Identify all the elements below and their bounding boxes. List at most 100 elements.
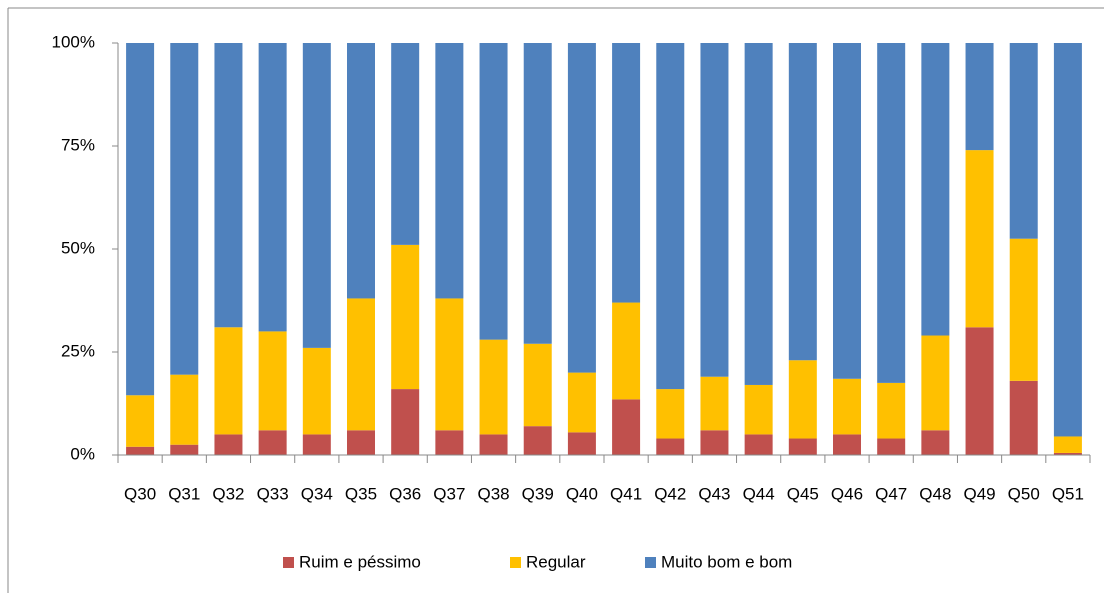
bar-segment	[347, 43, 375, 299]
bar-segment	[523, 343, 552, 427]
bar-segment	[965, 150, 994, 328]
x-tick-label: Q44	[743, 484, 775, 503]
bar-segment	[612, 302, 641, 400]
x-tick-label: Q34	[301, 484, 333, 503]
bar-segment	[744, 434, 773, 455]
bar-segment	[612, 43, 641, 303]
bar-segment	[744, 384, 773, 435]
bar-segment	[567, 432, 596, 455]
bar-segment	[391, 43, 420, 245]
x-tick-label: Q48	[919, 484, 951, 503]
bar-segment	[833, 378, 861, 435]
bar-segment	[877, 438, 906, 455]
bar-segment	[921, 430, 950, 455]
bar-segment	[965, 43, 994, 151]
x-tick-label: Q45	[787, 484, 819, 503]
bar-segment	[567, 372, 596, 433]
bar-segment	[479, 339, 508, 435]
bar-segment	[788, 360, 817, 439]
bar-segment	[347, 430, 375, 455]
x-tick-label: Q49	[963, 484, 995, 503]
x-tick-label: Q47	[875, 484, 907, 503]
bar-segment	[302, 347, 331, 435]
bar-segment	[700, 43, 729, 377]
x-tick-label: Q31	[168, 484, 200, 503]
legend-swatch	[283, 557, 294, 568]
bar-segment	[1053, 43, 1082, 437]
bar-segment	[700, 430, 729, 455]
bar-segment	[479, 434, 508, 455]
bar-segment	[126, 43, 155, 396]
bar-segment	[479, 43, 508, 340]
bar-segment	[788, 438, 817, 455]
bar-segment	[1009, 238, 1038, 381]
bar-segment	[523, 426, 552, 455]
x-tick-label: Q35	[345, 484, 377, 503]
bar-segment	[170, 374, 199, 445]
x-tick-label: Q51	[1052, 484, 1084, 503]
x-tick-label: Q33	[257, 484, 289, 503]
x-tick-label: Q46	[831, 484, 863, 503]
bar-segment	[700, 376, 729, 431]
x-tick-label: Q41	[610, 484, 642, 503]
bar-segment	[126, 395, 155, 447]
bar-segment	[523, 43, 552, 344]
x-tick-label: Q37	[433, 484, 465, 503]
x-tick-label: Q32	[212, 484, 244, 503]
legend-swatch	[510, 557, 521, 568]
bar-segment	[921, 335, 950, 431]
legend-swatch	[645, 557, 656, 568]
bar-segment	[214, 327, 243, 435]
bar-segment	[435, 298, 464, 431]
x-tick-label: Q50	[1008, 484, 1040, 503]
y-tick-label: 25%	[61, 341, 95, 360]
x-tick-label: Q39	[522, 484, 554, 503]
x-tick-label: Q40	[566, 484, 598, 503]
bar-segment	[877, 382, 906, 439]
bar-segment	[1053, 436, 1082, 453]
bar-segment	[126, 446, 155, 455]
bar-segment	[833, 43, 861, 379]
bar-segment	[656, 438, 685, 455]
bar-segment	[302, 43, 331, 348]
bar-segment	[258, 430, 287, 455]
bar-segment	[302, 434, 331, 455]
bar-segment	[612, 399, 641, 455]
legend-label: Muito bom e bom	[661, 552, 792, 571]
bar-segment	[435, 430, 464, 455]
bar-segment	[656, 389, 685, 439]
bar-segment	[214, 434, 243, 455]
bar-segment	[435, 43, 464, 299]
bar-segment	[258, 43, 287, 332]
bar-segment	[965, 327, 994, 455]
x-tick-label: Q36	[389, 484, 421, 503]
bar-segment	[170, 43, 199, 375]
y-tick-label: 50%	[61, 238, 95, 257]
bar-segment	[258, 331, 287, 431]
x-tick-label: Q43	[698, 484, 730, 503]
bar-segment	[1053, 452, 1082, 455]
x-tick-label: Q30	[124, 484, 156, 503]
bar-segment	[788, 43, 817, 361]
bar-segment	[877, 43, 906, 383]
bar-segment	[921, 43, 950, 336]
y-tick-label: 100%	[52, 32, 95, 51]
x-tick-label: Q38	[477, 484, 509, 503]
bar-segment	[347, 298, 375, 431]
bar-segment	[391, 244, 420, 390]
bar-segment	[170, 444, 199, 455]
x-tick-label: Q42	[654, 484, 686, 503]
legend-label: Regular	[526, 552, 586, 571]
bar-segment	[214, 43, 243, 328]
bar-segment	[391, 389, 420, 455]
bar-segment	[656, 43, 685, 390]
y-tick-label: 0%	[70, 444, 95, 463]
bar-segment	[744, 43, 773, 385]
bar-segment	[833, 434, 861, 455]
bar-segment	[1009, 380, 1038, 455]
y-tick-label: 75%	[61, 135, 95, 154]
legend-label: Ruim e péssimo	[299, 552, 421, 571]
bar-segment	[567, 43, 596, 373]
bar-segment	[1009, 43, 1038, 239]
